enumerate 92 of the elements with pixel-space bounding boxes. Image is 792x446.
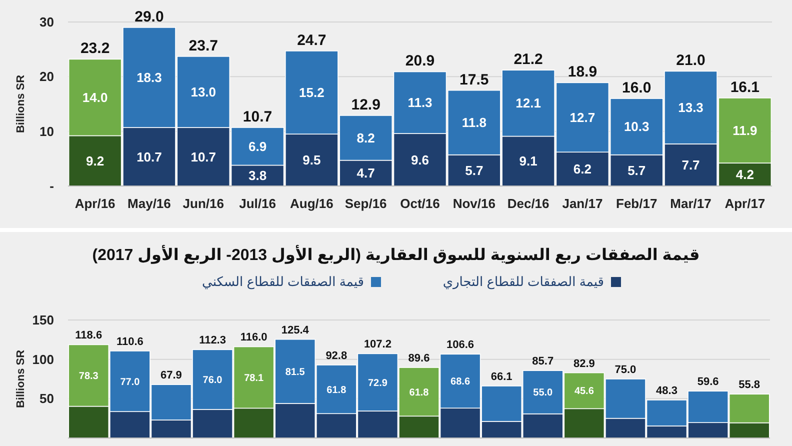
total-label: 23.2: [80, 40, 110, 58]
total-label: 21.0: [676, 52, 706, 70]
data-label: 8.2: [356, 130, 375, 146]
data-label: 12.1: [516, 96, 541, 111]
total-label: 125.4: [281, 324, 310, 336]
total-label: 55.8: [738, 379, 760, 392]
data-label: 6.9: [248, 138, 267, 154]
data-label: 10.3: [624, 119, 650, 134]
x-tick-label: Apr/17: [724, 196, 766, 211]
total-label: 82.9: [573, 358, 595, 370]
x-tick-label: Jan/17: [562, 196, 603, 211]
x-tick-label: Aug/16: [290, 196, 334, 211]
total-label: 29.0: [134, 8, 164, 26]
total-label: 18.9: [568, 64, 598, 81]
x-tick-label: May/16: [128, 196, 171, 211]
y-axis-title: Billions SR: [15, 350, 27, 408]
total-label: 107.2: [364, 338, 392, 351]
data-label: 3.8: [248, 168, 267, 184]
data-label: 10.7: [190, 149, 216, 164]
total-label: 20.9: [405, 52, 435, 70]
x-tick-label: Apr/16: [74, 196, 116, 211]
data-label: 9.6: [410, 152, 430, 168]
data-label: 14.0: [82, 90, 108, 105]
total-label: 116.0: [240, 332, 268, 344]
total-label: 89.6: [408, 352, 430, 365]
data-label: 81.5: [285, 366, 306, 378]
y-tick-label: -: [50, 178, 54, 194]
data-label: 78.1: [244, 372, 264, 384]
data-label: 5.7: [628, 162, 646, 178]
y-tick-label: 100: [32, 352, 54, 367]
chart-title: قيمة الصفقات ربع السنوية للسوق العقارية (الربع الأول 2013- الربع الأول 2017): [92, 244, 700, 264]
data-label: 72.9: [368, 378, 388, 389]
x-tick-label: Jun/16: [182, 196, 224, 211]
total-label: 66.1: [490, 371, 512, 383]
data-label: 9.1: [519, 154, 538, 169]
legend-label: قيمة الصفقات للقطاع التجاري: [442, 274, 604, 290]
total-label: 112.3: [199, 334, 226, 347]
data-label: 13.0: [190, 84, 216, 100]
data-label: 61.8: [409, 387, 430, 398]
total-label: 16.1: [730, 78, 760, 96]
x-tick-label: Nov/16: [452, 196, 496, 211]
data-label: 11.9: [732, 123, 758, 138]
data-label: 4.7: [356, 166, 375, 181]
data-label: 18.3: [136, 70, 162, 86]
data-label: 10.7: [136, 149, 162, 164]
data-label: 5.7: [465, 162, 484, 178]
data-label: 77.0: [120, 376, 140, 388]
total-label: 23.7: [188, 37, 218, 54]
x-tick-label: Mar/17: [670, 196, 712, 211]
x-tick-label: Sep/16: [344, 196, 387, 211]
data-label: 45.6: [574, 386, 594, 398]
data-label: 11.3: [408, 95, 432, 110]
data-label: 13.3: [678, 100, 704, 116]
total-label: 110.6: [116, 336, 144, 348]
x-tick-label: Oct/16: [400, 196, 440, 211]
data-label: 7.7: [682, 158, 700, 173]
data-label: 9.2: [86, 153, 104, 168]
data-label: 4.2: [736, 167, 754, 182]
data-label: 6.2: [573, 162, 592, 177]
y-tick-label: 10: [40, 124, 54, 139]
total-label: 85.7: [532, 356, 554, 368]
total-label: 24.7: [297, 32, 326, 49]
x-tick-label: Jul/16: [239, 196, 276, 211]
total-label: 21.2: [514, 51, 543, 68]
total-label: 17.5: [460, 71, 489, 88]
data-label: 68.6: [450, 376, 470, 388]
total-label: 12.9: [351, 96, 380, 114]
y-axis-title: Billions SR: [15, 74, 27, 134]
total-label: 59.6: [697, 376, 719, 388]
total-label: 16.0: [622, 80, 652, 97]
total-label: 67.9: [160, 370, 182, 382]
legend-label: قيمة الصفقات للقطاع السكني: [202, 274, 364, 290]
total-label: 75.0: [614, 364, 636, 376]
y-tick-label: 150: [32, 312, 54, 328]
data-label: 11.8: [462, 115, 486, 130]
total-label: 106.6: [446, 339, 474, 352]
x-tick-label: Dec/16: [507, 196, 550, 211]
total-label: 48.3: [656, 385, 678, 398]
total-label: 92.8: [326, 350, 348, 362]
data-label: 12.7: [570, 110, 596, 125]
data-label: 78.3: [78, 371, 99, 382]
x-tick-label: Feb/17: [616, 196, 658, 211]
total-label: 118.6: [75, 330, 102, 342]
total-label: 10.7: [242, 108, 272, 126]
y-tick-label: 50: [40, 391, 54, 406]
data-label: 76.0: [202, 375, 223, 386]
data-label: 9.5: [302, 152, 321, 168]
y-tick-label: 20: [40, 69, 54, 84]
data-label: 61.8: [326, 384, 347, 396]
y-tick-label: 30: [40, 14, 54, 30]
data-label: 55.0: [533, 388, 554, 399]
data-label: 15.2: [299, 85, 324, 100]
